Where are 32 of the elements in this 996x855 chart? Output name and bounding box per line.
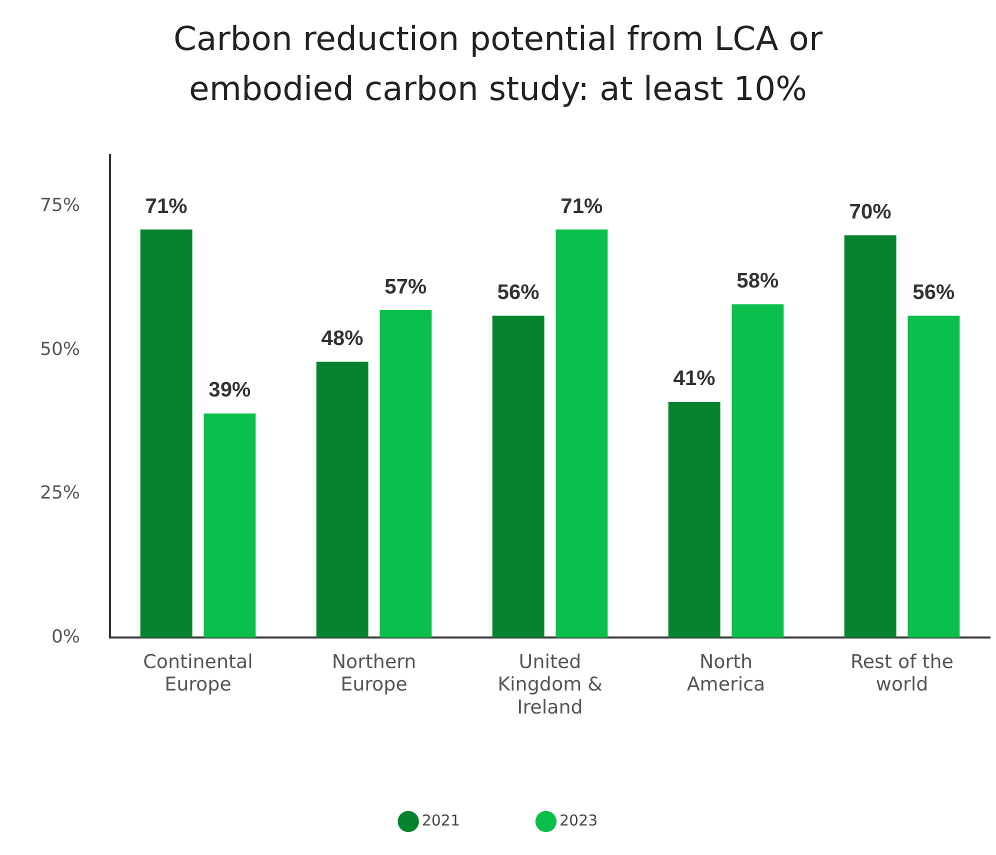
bar [732,304,784,638]
x-tick-label: Rest of the world [850,650,954,696]
y-tick-label: 50% [40,338,80,360]
bar [844,235,896,638]
data-label: 71% [145,194,188,218]
bar [204,413,256,638]
x-tick-label: Continental Europe [143,650,253,696]
data-label: 57% [384,275,428,298]
y-tick-label: 0% [51,626,80,648]
x-tick-label: North America [686,650,766,696]
bar [668,402,720,638]
legend-label: 2021 [422,811,460,830]
data-label: 58% [736,270,780,293]
data-label: 70% [849,200,892,224]
x-tick-label: Northern Europe [332,650,416,696]
y-tick-label: 25% [40,482,80,504]
data-label: 56% [497,281,540,304]
legend-label: 2023 [560,811,598,830]
bar [556,230,608,638]
y-tick-label: 75% [40,195,80,216]
bar [140,230,192,638]
data-label: 48% [321,327,364,350]
bar [908,316,960,638]
bar [380,310,432,638]
x-tick-label: United Kingdom & Ireland [498,650,603,719]
data-label: 41% [673,367,716,390]
data-label: 39% [208,378,252,402]
bar [492,316,544,638]
data-label: 71% [560,194,604,218]
data-label: 56% [912,281,956,304]
bar [316,362,368,638]
chart-title: Carbon reduction potential from LCA or embodied carbon study: at least 10% [172,18,824,110]
